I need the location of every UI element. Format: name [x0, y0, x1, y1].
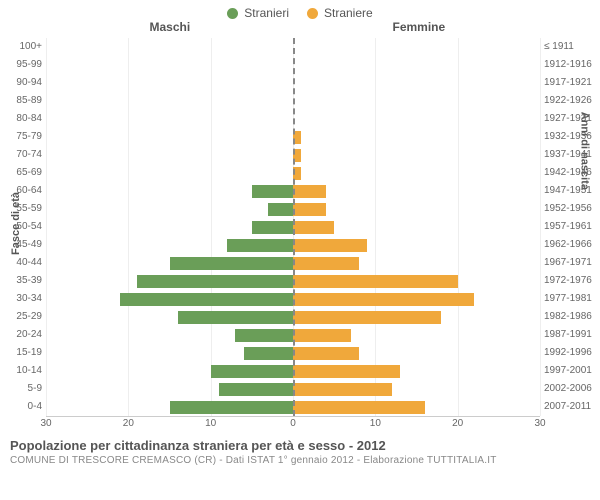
bar-female [293, 203, 326, 216]
birth-year-label: 1977-1981 [544, 293, 600, 304]
x-tick-label: 30 [534, 418, 545, 429]
age-label: 35-39 [0, 275, 42, 286]
bar-male [211, 365, 293, 378]
x-tick-label: 0 [290, 418, 296, 429]
birth-year-label: 1992-1996 [544, 347, 600, 358]
pyramid-chart-container: Stranieri Straniere Maschi Femmine Fasce… [0, 0, 600, 500]
bar-male [219, 383, 293, 396]
bar-female [293, 401, 425, 414]
gridline [458, 38, 459, 416]
legend-item-female: Straniere [307, 6, 373, 20]
circle-icon [227, 8, 238, 19]
bar-male [244, 347, 293, 360]
bar-female [293, 239, 367, 252]
circle-icon [307, 8, 318, 19]
age-label: 80-84 [0, 113, 42, 124]
legend: Stranieri Straniere [0, 0, 600, 20]
age-label: 95-99 [0, 59, 42, 70]
bar-female [293, 365, 400, 378]
age-label: 85-89 [0, 95, 42, 106]
birth-year-label: ≤ 1911 [544, 41, 600, 52]
x-tick-label: 10 [370, 418, 381, 429]
x-tick-label: 20 [452, 418, 463, 429]
caption: Popolazione per cittadinanza straniera p… [0, 432, 600, 466]
x-tick-label: 20 [123, 418, 134, 429]
center-axis [293, 38, 295, 416]
bar-male [170, 401, 294, 414]
bar-male [120, 293, 293, 306]
birth-year-label: 1942-1946 [544, 167, 600, 178]
caption-title: Popolazione per cittadinanza straniera p… [10, 438, 590, 453]
birth-year-label: 1957-1961 [544, 221, 600, 232]
gridline [540, 38, 541, 416]
birth-year-label: 1952-1956 [544, 203, 600, 214]
bar-female [293, 329, 351, 342]
age-label: 0-4 [0, 401, 42, 412]
age-label: 5-9 [0, 383, 42, 394]
age-label: 50-54 [0, 221, 42, 232]
age-label: 55-59 [0, 203, 42, 214]
age-label: 10-14 [0, 365, 42, 376]
bar-female [293, 185, 326, 198]
age-label: 20-24 [0, 329, 42, 340]
age-label: 40-44 [0, 257, 42, 268]
birth-year-label: 1997-2001 [544, 365, 600, 376]
plot-area: 100+≤ 191195-991912-191690-941917-192185… [46, 38, 540, 416]
bar-female [293, 257, 359, 270]
legend-label-female: Straniere [324, 6, 373, 20]
legend-item-male: Stranieri [227, 6, 289, 20]
bar-female [293, 221, 334, 234]
birth-year-label: 2007-2011 [544, 401, 600, 412]
birth-year-label: 1927-1931 [544, 113, 600, 124]
birth-year-label: 1962-1966 [544, 239, 600, 250]
bar-male [227, 239, 293, 252]
bar-male [235, 329, 293, 342]
birth-year-label: 1947-1951 [544, 185, 600, 196]
bar-male [137, 275, 293, 288]
age-label: 25-29 [0, 311, 42, 322]
gridline [46, 38, 47, 416]
birth-year-label: 1987-1991 [544, 329, 600, 340]
birth-year-label: 1937-1941 [544, 149, 600, 160]
birth-year-label: 1922-1926 [544, 95, 600, 106]
gridline [211, 38, 212, 416]
birth-year-label: 2002-2006 [544, 383, 600, 394]
age-label: 75-79 [0, 131, 42, 142]
bar-female [293, 347, 359, 360]
age-label: 70-74 [0, 149, 42, 160]
bar-female [293, 383, 392, 396]
gridline [375, 38, 376, 416]
age-label: 90-94 [0, 77, 42, 88]
birth-year-label: 1982-1986 [544, 311, 600, 322]
age-label: 45-49 [0, 239, 42, 250]
birth-year-label: 1912-1916 [544, 59, 600, 70]
birth-year-label: 1932-1936 [544, 131, 600, 142]
bar-male [252, 185, 293, 198]
header-male: Maschi [150, 20, 191, 34]
x-tick-label: 30 [40, 418, 51, 429]
birth-year-label: 1917-1921 [544, 77, 600, 88]
x-axis-ticks: 3020100102030 [46, 416, 540, 432]
caption-subtitle: COMUNE DI TRESCORE CREMASCO (CR) - Dati … [10, 455, 590, 466]
bar-male [178, 311, 293, 324]
age-label: 65-69 [0, 167, 42, 178]
legend-label-male: Stranieri [244, 6, 289, 20]
birth-year-label: 1967-1971 [544, 257, 600, 268]
bar-female [293, 293, 474, 306]
x-tick-label: 10 [205, 418, 216, 429]
age-label: 100+ [0, 41, 42, 52]
bar-male [170, 257, 294, 270]
gridline [128, 38, 129, 416]
birth-year-label: 1972-1976 [544, 275, 600, 286]
header-female: Femmine [393, 20, 446, 34]
age-label: 60-64 [0, 185, 42, 196]
age-label: 15-19 [0, 347, 42, 358]
column-headers: Maschi Femmine [0, 20, 600, 38]
bar-male [268, 203, 293, 216]
age-label: 30-34 [0, 293, 42, 304]
bar-male [252, 221, 293, 234]
bar-female [293, 275, 458, 288]
bar-female [293, 311, 441, 324]
